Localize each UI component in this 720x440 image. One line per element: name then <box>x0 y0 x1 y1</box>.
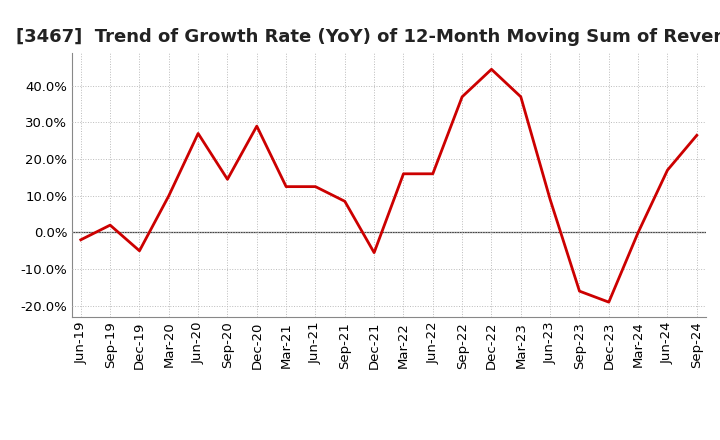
Title: [3467]  Trend of Growth Rate (YoY) of 12-Month Moving Sum of Revenues: [3467] Trend of Growth Rate (YoY) of 12-… <box>16 28 720 46</box>
